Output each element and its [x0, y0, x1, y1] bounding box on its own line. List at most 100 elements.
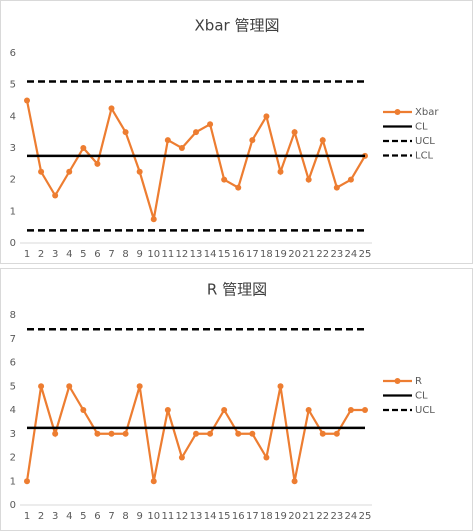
point [333, 184, 340, 191]
y-tick-label: 7 [10, 334, 16, 345]
x-tick-label: 11 [161, 249, 174, 260]
point [305, 176, 312, 183]
x-tick-label: 15 [218, 511, 231, 522]
point [150, 478, 157, 485]
x-tick-label: 12 [176, 249, 189, 260]
y-tick-label: 0 [10, 238, 16, 249]
point [263, 113, 270, 120]
x-tick-label: 16 [232, 249, 245, 260]
point [263, 454, 270, 461]
y-tick-label: 4 [10, 111, 16, 122]
x-tick-label: 20 [288, 511, 301, 522]
legend-label: UCL [415, 136, 435, 147]
x-tick-label: 9 [136, 511, 142, 522]
point [221, 407, 228, 413]
point [150, 216, 157, 223]
y-tick-label: 8 [10, 310, 16, 321]
x-tick-label: 9 [136, 249, 142, 260]
x-tick-label: 3 [52, 249, 58, 260]
x-tick-label: 5 [80, 249, 86, 260]
x-tick-label: 24 [345, 511, 358, 522]
legend-label: R [415, 376, 422, 387]
x-tick-label: 8 [122, 249, 128, 260]
x-tick-label: 19 [274, 511, 287, 522]
point [235, 430, 242, 437]
x-tick-label: 10 [147, 249, 160, 260]
point [347, 176, 354, 183]
point [249, 430, 256, 437]
point [277, 383, 284, 390]
x-tick-label: 4 [66, 511, 72, 522]
legend-label: UCL [415, 405, 435, 416]
point [333, 430, 340, 437]
point [193, 129, 199, 136]
x-tick-label: 5 [80, 511, 86, 522]
point [207, 121, 214, 128]
x-tick-label: 24 [345, 249, 358, 260]
point [235, 184, 242, 191]
x-tick-label: 4 [66, 249, 72, 260]
y-tick-label: 3 [10, 143, 16, 154]
x-tick-label: 18 [260, 249, 273, 260]
x-tick-label: 10 [147, 511, 160, 522]
y-tick-label: 4 [10, 405, 16, 416]
point [24, 97, 30, 104]
point [122, 430, 129, 437]
x-tick-label: 17 [246, 511, 259, 522]
x-tick-label: 23 [330, 249, 343, 260]
x-tick-label: 17 [246, 249, 259, 260]
point [80, 407, 87, 413]
y-tick-label: 5 [10, 381, 16, 392]
point [319, 137, 326, 144]
point [207, 430, 214, 437]
x-tick-label: 22 [316, 249, 329, 260]
point [122, 129, 129, 136]
y-tick-label: 0 [10, 500, 16, 511]
x-tick-label: 25 [359, 511, 372, 522]
x-tick-label: 25 [359, 249, 372, 260]
x-tick-label: 13 [190, 249, 203, 260]
point [38, 168, 45, 175]
x-tick-label: 2 [38, 511, 44, 522]
point [66, 168, 73, 175]
point [291, 478, 298, 485]
legend-label: Xbar [415, 107, 439, 118]
point [94, 160, 101, 167]
legend-label: CL [415, 122, 428, 133]
point [108, 430, 115, 437]
chart-frame [0, 268, 473, 531]
x-tick-label: 8 [122, 511, 128, 522]
point [221, 176, 228, 183]
x-tick-label: 19 [274, 249, 287, 260]
legend-label: LCL [415, 151, 434, 162]
point [94, 430, 101, 437]
point [24, 478, 30, 485]
point [347, 407, 354, 413]
point [319, 430, 326, 437]
y-tick-label: 6 [10, 358, 16, 369]
legend-marker [394, 378, 401, 384]
x-tick-label: 13 [190, 511, 203, 522]
y-tick-label: 3 [10, 429, 16, 440]
point [52, 430, 59, 437]
series-line [25, 100, 366, 220]
point [164, 407, 171, 413]
legend-label: CL [415, 391, 428, 402]
point [249, 137, 256, 144]
y-tick-label: 2 [10, 175, 16, 186]
x-tick-label: 12 [176, 511, 189, 522]
chart-frame [0, 0, 473, 264]
y-tick-label: 2 [10, 453, 16, 464]
x-tick-label: 6 [94, 249, 100, 260]
x-tick-label: 7 [108, 511, 114, 522]
point [291, 129, 298, 136]
x-tick-label: 1 [24, 511, 30, 522]
x-tick-label: 1 [24, 249, 30, 260]
point [193, 430, 199, 437]
point [136, 168, 143, 175]
point [362, 407, 368, 413]
x-tick-label: 16 [232, 511, 245, 522]
point [80, 145, 87, 151]
point [108, 105, 115, 112]
